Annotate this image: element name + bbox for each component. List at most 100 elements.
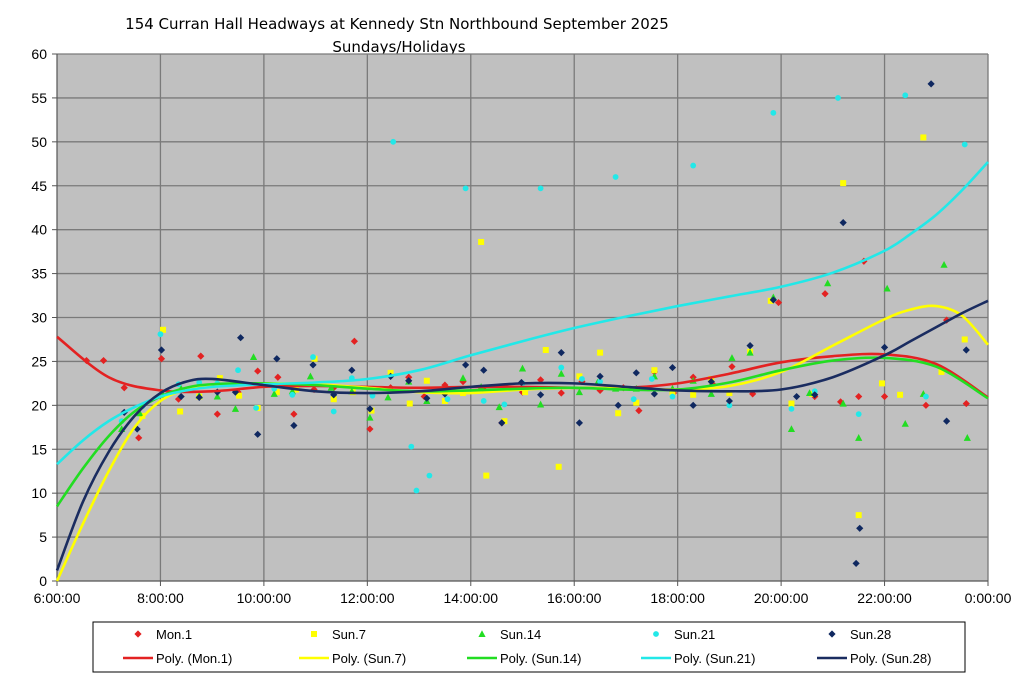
point-mon-1 (922, 401, 930, 409)
point-mon-1 (880, 392, 889, 401)
trendlines (55, 161, 989, 582)
point-sun-28 (614, 401, 622, 409)
point-sun-28 (157, 346, 166, 354)
y-tick-label: 30 (31, 310, 47, 326)
point-sun-28 (537, 391, 545, 399)
point-sun-28 (596, 372, 604, 380)
point-mon-1 (635, 407, 643, 415)
chart-subtitle: Sundays/Holidays (332, 38, 465, 56)
point-sun-28 (575, 419, 583, 427)
legend-marker-sun-28 (828, 630, 836, 638)
y-tick-label: 60 (31, 46, 47, 62)
point-sun-7 (669, 389, 676, 396)
point-mon-1 (213, 410, 221, 418)
point-mon-1 (366, 425, 374, 433)
legend-label: Poly. (Sun.28) (850, 651, 931, 666)
point-sun-21 (648, 376, 655, 382)
legend-item-poly-mon-1: Poly. (Mon.1) (123, 651, 232, 666)
point-sun-21 (835, 95, 841, 101)
point-sun-14 (495, 403, 503, 411)
point-sun-28 (462, 361, 470, 369)
point-sun-21 (669, 393, 676, 400)
point-sun-7 (273, 389, 280, 396)
legend-label: Mon.1 (156, 627, 192, 642)
point-sun-21 (579, 376, 585, 382)
point-sun-21 (480, 398, 487, 404)
point-sun-7 (651, 367, 658, 374)
x-tick-label: 0:00:00 (965, 590, 1012, 606)
point-sun-28 (707, 378, 715, 386)
point-sun-21 (330, 408, 337, 415)
point-sun-7 (216, 375, 223, 382)
point-sun-21 (157, 331, 164, 338)
point-mon-1 (855, 392, 863, 401)
point-sun-21 (413, 487, 420, 494)
point-sun-28 (254, 430, 262, 438)
point-sun-28 (689, 401, 697, 409)
point-sun-28 (927, 80, 935, 88)
point-sun-7 (597, 349, 604, 356)
point-mon-1 (774, 298, 783, 307)
legend-item-sun-7: Sun.7 (311, 627, 366, 642)
point-sun-14 (459, 374, 467, 382)
point-sun-28 (348, 366, 356, 374)
legend-item-poly-sun-28: Poly. (Sun.28) (817, 651, 931, 666)
legend-item-sun-28: Sun.28 (828, 627, 891, 642)
legend-items: Mon.1 Sun.7 Sun.14 Sun.21 Sun.28 Poly. (Mon.1… (123, 627, 931, 666)
y-tick-label: 15 (31, 441, 47, 457)
point-sun-21 (923, 393, 929, 400)
point-sun-7 (938, 368, 945, 375)
legend-label: Poly. (Sun.7) (332, 651, 406, 666)
legend-box (92, 621, 966, 673)
point-sun-7 (690, 391, 697, 398)
point-sun-14 (883, 284, 891, 292)
point-sun-28 (811, 391, 819, 399)
y-tick-label: 55 (31, 90, 47, 106)
point-sun-7 (406, 400, 413, 407)
legend-label: Sun.28 (850, 627, 891, 642)
legend-marker-sun-14 (478, 630, 486, 637)
point-sun-21 (537, 185, 544, 192)
y-tick-label: 40 (31, 222, 47, 238)
series-sun-14 (118, 261, 971, 441)
x-tick-label: 20:00:00 (754, 590, 809, 606)
point-sun-7 (236, 392, 243, 399)
point-mon-1 (99, 356, 108, 365)
point-sun-28 (962, 346, 970, 354)
trendline-poly-sun-28 (55, 299, 989, 571)
point-sun-7 (478, 238, 485, 245)
plot-area: 0 5 10 15 20 25 30 35 40 45 50 55 60 6:00:00 8:00:00 10… (31, 46, 1011, 606)
point-sun-7 (441, 397, 448, 404)
legend-item-poly-sun-7: Poly. (Sun.7) (299, 651, 406, 666)
legend-item-poly-sun-21: Poly. (Sun.21) (641, 651, 755, 666)
point-mon-1 (290, 410, 298, 418)
point-sun-14 (805, 389, 814, 397)
point-sun-28 (668, 363, 677, 372)
point-sun-7 (522, 389, 529, 396)
point-sun-14 (384, 393, 392, 401)
point-sun-21 (902, 92, 909, 99)
legend-label: Poly. (Sun.14) (500, 651, 581, 666)
grid-lines (57, 53, 989, 581)
point-sun-28 (557, 349, 565, 357)
chart-title: 154 Curran Hall Headways at Kennedy Stn … (125, 15, 669, 33)
point-sun-7 (726, 390, 733, 397)
point-sun-7 (878, 380, 885, 387)
point-sun-14 (728, 354, 736, 361)
y-tick-label: 45 (31, 178, 47, 194)
legend-label: Poly. (Sun.21) (674, 651, 755, 666)
point-mon-1 (821, 290, 829, 298)
point-mon-1 (459, 378, 467, 386)
point-sun-28 (746, 342, 754, 350)
point-sun-21 (770, 109, 777, 116)
point-sun-14 (270, 390, 278, 397)
point-mon-1 (749, 390, 757, 398)
point-sun-14 (855, 434, 863, 441)
point-sun-28 (793, 392, 801, 401)
x-tick-label: 12:00:00 (340, 590, 395, 606)
point-sun-21 (408, 443, 415, 450)
point-sun-21 (726, 402, 733, 409)
legend: Mon.1 Sun.7 Sun.14 Sun.21 Sun.28 Poly. (Mon.1… (92, 621, 966, 673)
point-sun-7 (897, 391, 904, 398)
